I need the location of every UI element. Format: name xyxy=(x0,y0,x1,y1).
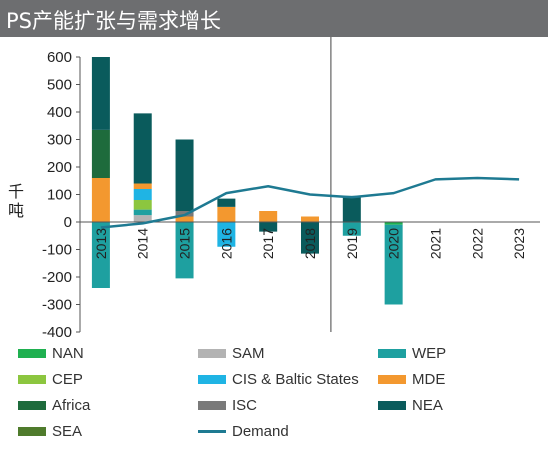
bar-2014-wep xyxy=(133,209,152,216)
title-bar: PS产能扩张与需求增长 xyxy=(0,0,548,37)
bar-2019-wep xyxy=(342,222,361,236)
bar-2014-mde xyxy=(133,183,152,189)
bar-2016-nea xyxy=(217,198,236,207)
legend-swatch xyxy=(18,374,46,384)
bar-2016-cis-baltic-states xyxy=(217,222,236,247)
x-tick-label: 2022 xyxy=(469,228,485,259)
y-tick-label: -400 xyxy=(42,324,72,340)
legend-label: SEA xyxy=(52,422,83,440)
y-tick-label: -200 xyxy=(42,269,72,286)
x-tick-label: 2023 xyxy=(511,228,527,259)
legend-item-africa: Africa xyxy=(18,395,90,415)
legend-label: CIS & Baltic States xyxy=(232,370,359,388)
legend-item-nan: NAN xyxy=(18,343,84,363)
x-tick-label: 2015 xyxy=(177,228,193,259)
bar-2013-nea xyxy=(91,57,110,130)
bar-2015-wep xyxy=(175,222,194,279)
bar-2018-nea xyxy=(301,222,319,254)
legend-item-cep: CEP xyxy=(18,369,83,389)
legend-label: Africa xyxy=(52,396,91,414)
bar-2020-nan xyxy=(384,222,403,225)
legend-item-demand: Demand xyxy=(198,421,289,441)
legend-item-wep: WEP xyxy=(378,343,446,363)
legend-label: NAN xyxy=(52,344,84,362)
legend-swatch xyxy=(198,348,226,358)
y-tick-label: 0 xyxy=(64,214,72,231)
y-axis-label-char: 吨 xyxy=(8,201,24,220)
legend-item-isc: ISC xyxy=(198,395,257,415)
y-tick-label: -300 xyxy=(42,297,72,314)
legend-item-cis-baltic-states: CIS & Baltic States xyxy=(198,369,359,389)
legend-swatch xyxy=(198,400,226,410)
bar-2016-mde xyxy=(217,206,236,222)
bar-2014-cis-baltic-states xyxy=(133,189,152,200)
legend-swatch xyxy=(198,374,226,384)
bar-2013-africa xyxy=(91,129,110,178)
legend-item-sam: SAM xyxy=(198,343,265,363)
bar-2014-nea xyxy=(133,113,152,184)
legend-swatch xyxy=(198,429,226,433)
legend-item-sea: SEA xyxy=(18,421,82,441)
x-tick-label: 2020 xyxy=(386,228,402,259)
x-tick-label: 2013 xyxy=(93,228,109,259)
legend-label: NEA xyxy=(412,396,443,414)
legend-swatch xyxy=(378,374,406,384)
y-tick-label: 600 xyxy=(47,49,72,66)
legend-label: SAM xyxy=(232,344,265,362)
demand-line xyxy=(100,176,520,229)
bar-2017-mde xyxy=(259,211,278,222)
y-tick-label: -100 xyxy=(42,242,72,259)
legend-swatch xyxy=(378,348,406,358)
legend-swatch xyxy=(18,426,46,436)
bar-2014-sam xyxy=(133,215,152,222)
y-axis-label-char: 千 xyxy=(8,182,24,201)
bar-2018-mde xyxy=(301,216,319,222)
legend: NAN SAM WEP CEP CIS & Baltic States MDE Africa… xyxy=(0,340,548,449)
y-tick-label: 300 xyxy=(47,132,72,149)
bar-2013-mde xyxy=(91,178,110,222)
chart-title: PS产能扩张与需求增长 xyxy=(6,9,221,33)
x-tick-label: 2021 xyxy=(427,228,443,259)
legend-swatch xyxy=(18,400,46,410)
bar-2014-cep xyxy=(133,200,152,210)
bar-2020-wep xyxy=(384,224,403,305)
x-tick-label: 2019 xyxy=(344,228,360,259)
y-tick-label: 500 xyxy=(47,77,72,94)
y-tick-label: 100 xyxy=(47,187,72,204)
x-tick-label: 2016 xyxy=(218,228,234,259)
x-tick-label: 2014 xyxy=(135,228,151,259)
legend-item-nea: NEA xyxy=(378,395,443,415)
legend-item-mde: MDE xyxy=(378,369,445,389)
y-tick-label: 200 xyxy=(47,159,72,176)
legend-label: WEP xyxy=(412,344,447,362)
bar-2015-nea xyxy=(175,139,194,211)
y-tick-label: 400 xyxy=(47,104,72,121)
chart: -400 -300 -200 -100 0 100 200 300 400 500 600 千吨 201… xyxy=(8,37,540,340)
legend-label: CEP xyxy=(52,370,83,388)
legend-label: MDE xyxy=(412,370,446,388)
bar-2015-mde xyxy=(175,216,194,222)
bar-2019-nea xyxy=(342,195,361,222)
bar-2013-wep xyxy=(91,222,110,288)
x-tick-label: 2018 xyxy=(302,228,318,259)
legend-label: ISC xyxy=(232,396,258,414)
legend-swatch xyxy=(378,400,406,410)
x-tick-label: 2017 xyxy=(260,228,276,259)
bar-2017-nea xyxy=(259,222,278,232)
legend-swatch xyxy=(18,348,46,358)
legend-label: Demand xyxy=(232,422,289,440)
